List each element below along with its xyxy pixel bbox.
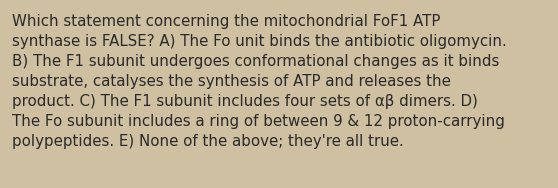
Text: Which statement concerning the mitochondrial FoF1 ATP
synthase is FALSE? A) The : Which statement concerning the mitochond…	[12, 14, 507, 149]
